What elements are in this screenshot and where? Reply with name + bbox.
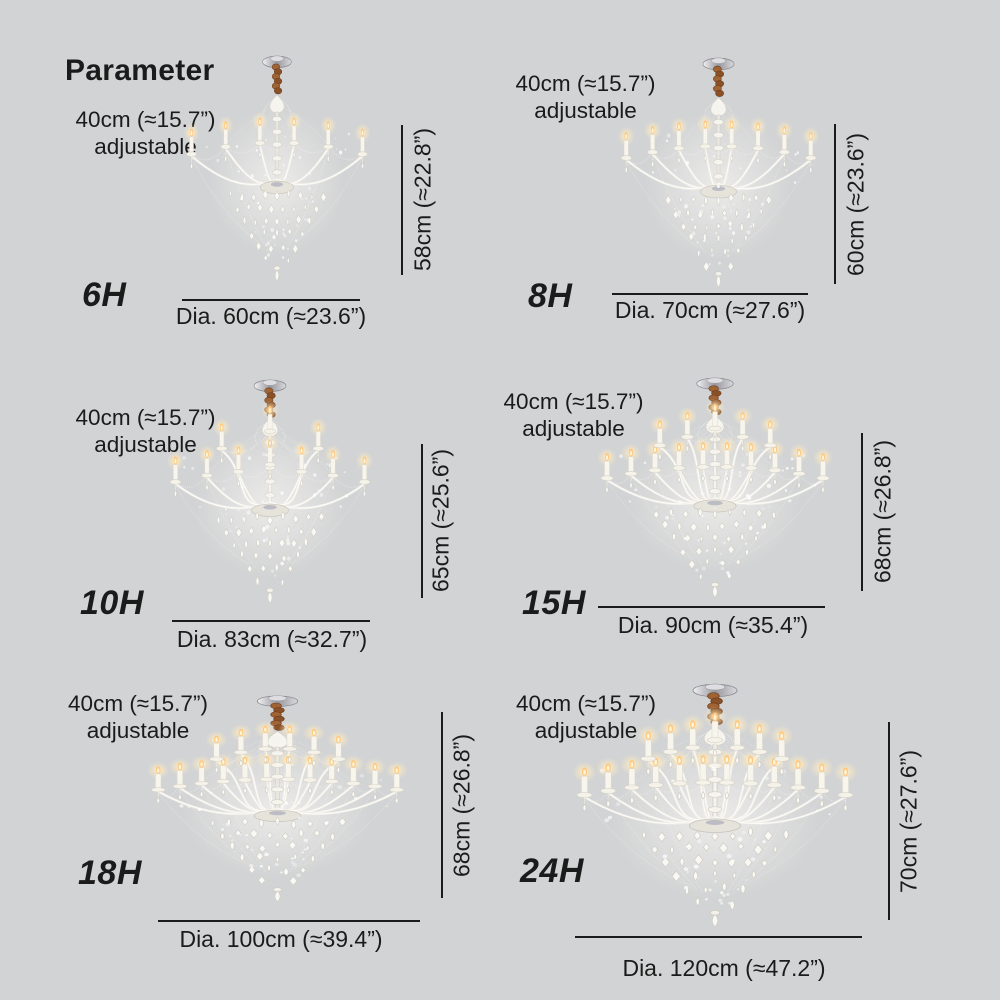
diameter-dimension-label: Dia. 60cm (≈23.6”) — [175, 303, 367, 329]
diameter-dimension-line — [598, 606, 825, 608]
height-dimension-line — [441, 712, 443, 898]
height-dimension-line — [421, 444, 423, 598]
height-dimension-label: 68cm (≈26.8”) — [448, 734, 475, 877]
adjustable-height-line1: 40cm (≈15.7”) — [75, 405, 216, 430]
adjustable-height-line2: adjustable — [522, 415, 625, 441]
chandelier-art — [617, 57, 820, 288]
diameter-dimension-label: Dia. 120cm (≈47.2”) — [622, 955, 826, 981]
diameter-dimension-line — [575, 936, 862, 938]
chandelier-image — [570, 682, 860, 932]
adjustable-height-note: 40cm (≈15.7”) adjustable — [53, 107, 238, 160]
model-name: 8H — [528, 277, 573, 315]
adjustable-height-line2: adjustable — [94, 133, 197, 159]
height-dimension-label: 68cm (≈26.8”) — [869, 440, 896, 583]
height-dimension-label: 60cm (≈23.6”) — [842, 133, 869, 276]
adjustable-height-line2: adjustable — [534, 97, 637, 123]
diameter-dimension-label: Dia. 90cm (≈35.4”) — [617, 612, 809, 638]
model-name: 15H — [522, 584, 586, 622]
height-dimension-line — [888, 722, 890, 920]
chandelier-image — [616, 56, 821, 292]
adjustable-height-line1: 40cm (≈15.7”) — [516, 691, 656, 716]
diameter-dimension-label: Dia. 83cm (≈32.7”) — [176, 626, 368, 652]
adjustable-height-line2: adjustable — [534, 717, 638, 743]
height-dimension-line — [834, 124, 836, 284]
model-name: 10H — [80, 584, 144, 622]
page-title: Parameter — [65, 54, 215, 87]
chandelier-art — [183, 55, 371, 282]
diameter-dimension-label: Dia. 70cm (≈27.6”) — [614, 297, 806, 323]
adjustable-height-note: 40cm (≈15.7”) adjustable — [486, 389, 661, 442]
height-dimension-line — [861, 433, 863, 591]
adjustable-height-line1: 40cm (≈15.7”) — [68, 691, 208, 716]
diameter-dimension-label: Dia. 100cm (≈39.4”) — [179, 926, 383, 952]
height-dimension-label: 58cm (≈22.8”) — [409, 128, 436, 271]
adjustable-height-note: 40cm (≈15.7”) adjustable — [498, 71, 673, 124]
adjustable-height-note: 40cm (≈15.7”) adjustable — [48, 691, 228, 744]
diameter-dimension-line — [612, 293, 808, 295]
model-name: 24H — [520, 852, 584, 890]
chandelier-image — [595, 376, 835, 602]
adjustable-height-line1: 40cm (≈15.7”) — [515, 71, 656, 96]
adjustable-height-line2: adjustable — [86, 717, 190, 743]
height-dimension-label: 70cm (≈27.6”) — [895, 750, 922, 893]
diameter-dimension-line — [182, 299, 360, 301]
chandelier-art — [596, 377, 834, 598]
diameter-dimension-line — [172, 620, 370, 622]
diameter-dimension-line — [158, 920, 420, 922]
adjustable-height-line1: 40cm (≈15.7”) — [503, 389, 644, 414]
chandelier-art — [166, 379, 374, 604]
chandelier-art — [572, 683, 858, 928]
chandelier-image — [182, 54, 372, 286]
height-dimension-label: 65cm (≈25.6”) — [427, 449, 454, 592]
chandelier-image — [165, 378, 375, 608]
chandelier-art — [147, 695, 408, 903]
model-name: 6H — [82, 276, 127, 314]
height-dimension-line — [401, 125, 403, 275]
model-name: 18H — [78, 854, 142, 892]
adjustable-height-note: 40cm (≈15.7”) adjustable — [496, 691, 676, 744]
chandelier-image — [145, 694, 410, 906]
